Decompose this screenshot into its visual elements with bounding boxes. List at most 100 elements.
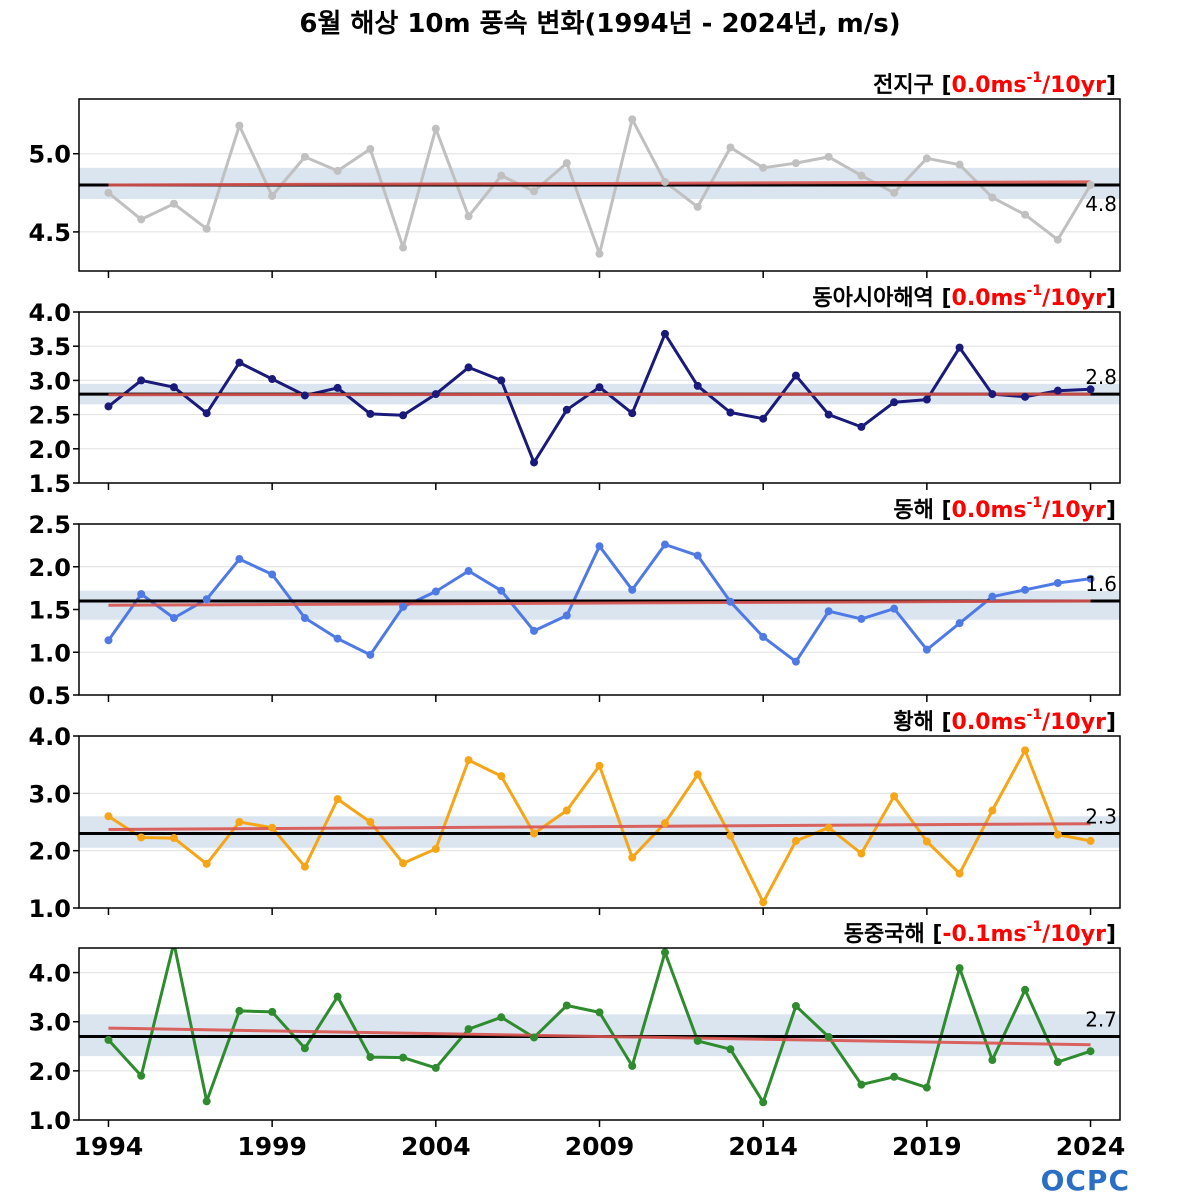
region-name: 전지구 (873, 73, 934, 98)
data-point (890, 1072, 899, 1081)
x-tick-label: 2014 (728, 1132, 798, 1161)
data-point (988, 390, 997, 399)
data-point (202, 224, 211, 233)
data-point (530, 1033, 539, 1042)
trend-exponent: -1 (1027, 919, 1043, 935)
y-tick-label: 1.0 (28, 639, 71, 667)
data-point (988, 193, 997, 202)
trend-value: 0.0ms (952, 498, 1027, 523)
data-point (955, 869, 964, 878)
data-point (268, 191, 277, 200)
data-point (431, 844, 440, 853)
data-point (1086, 385, 1095, 394)
bracket-open: [ (925, 922, 943, 947)
data-point (399, 411, 408, 420)
panel-header: 동중국해 [-0.1ms-1/10yr] (844, 919, 1116, 947)
data-point (1021, 746, 1030, 755)
y-tick-label: 5.0 (28, 141, 71, 169)
trend-value: 0.0ms (952, 73, 1027, 98)
data-point (824, 152, 833, 161)
panel-header: 동아시아해역 [0.0ms-1/10yr] (812, 283, 1116, 311)
data-point (104, 402, 113, 411)
data-point (497, 772, 506, 781)
data-point (104, 636, 113, 645)
data-point (104, 188, 113, 197)
panel-header: 동해 [0.0ms-1/10yr] (893, 495, 1116, 523)
bracket-close: ] (1106, 286, 1116, 311)
data-point (988, 1056, 997, 1065)
data-point (497, 1013, 506, 1022)
data-point (1021, 210, 1030, 219)
y-tick-label: 4.5 (28, 219, 71, 247)
data-point (791, 836, 800, 845)
data-point (660, 948, 669, 957)
y-tick-label: 0.5 (28, 682, 71, 710)
data-point (595, 383, 604, 392)
data-point (628, 115, 637, 124)
data-point (595, 1008, 604, 1017)
data-point (857, 1080, 866, 1089)
x-tick-label: 1999 (237, 1132, 307, 1161)
data-point (726, 831, 735, 840)
data-point (137, 590, 146, 599)
data-point (235, 1006, 244, 1015)
mean-value-label: 2.7 (1085, 1007, 1117, 1031)
data-point (791, 159, 800, 168)
y-tick-label: 4.0 (28, 960, 71, 988)
bracket-close: ] (1106, 73, 1116, 98)
trend-line (108, 599, 1091, 607)
data-point (366, 145, 375, 154)
data-point (660, 177, 669, 186)
data-point (1021, 585, 1030, 594)
panel-4: 1.0 2.0 3.0 4.0 2.7 동중국해 [-0.1ms-1/10yr] (28, 919, 1121, 1135)
data-point (1053, 830, 1062, 839)
bracket-close: ] (1106, 710, 1116, 735)
data-point (235, 555, 244, 564)
data-point (890, 188, 899, 197)
data-point (562, 806, 571, 815)
data-point (1086, 1047, 1095, 1056)
trend-unit: /10yr (1042, 286, 1106, 311)
panel-plot-area (79, 540, 1120, 666)
data-point (366, 409, 375, 418)
bracket-open: [ (934, 73, 952, 98)
data-point (693, 381, 702, 390)
data-point (464, 567, 473, 576)
data-point (1021, 392, 1030, 401)
chart-title: 6월 해상 10m 풍속 변화(1994년 - 2024년, m/s) (299, 9, 900, 39)
data-point (300, 152, 309, 161)
data-point (562, 1001, 571, 1010)
data-point (1053, 386, 1062, 395)
data-point (300, 862, 309, 871)
data-point (300, 391, 309, 400)
data-point (333, 383, 342, 392)
data-point (497, 376, 506, 385)
trend-unit: /10yr (1042, 498, 1106, 523)
trend-exponent: -1 (1027, 707, 1043, 723)
data-point (824, 607, 833, 616)
region-name: 동중국해 (844, 922, 925, 947)
data-point (169, 614, 178, 623)
data-point (693, 770, 702, 779)
data-point (497, 171, 506, 180)
data-point (759, 163, 768, 172)
data-point (268, 375, 277, 384)
data-point (595, 542, 604, 551)
data-point (333, 795, 342, 804)
bracket-open: [ (934, 498, 952, 523)
data-point (1053, 578, 1062, 587)
y-tick-label: 2.0 (28, 838, 71, 866)
data-point (464, 212, 473, 221)
data-point (169, 383, 178, 392)
panel-3: 1.0 2.0 3.0 4.0 2.3 황해 [0.0ms-1/10yr] (28, 707, 1121, 923)
data-point (366, 818, 375, 826)
trend-value: 0.0ms (952, 286, 1027, 311)
y-tick-label: 3.0 (28, 1009, 71, 1037)
data-point (595, 249, 604, 258)
data-point (431, 390, 440, 399)
trend-exponent: -1 (1027, 70, 1043, 86)
x-tick-label: 2024 (1056, 1132, 1126, 1161)
x-tick-label: 1994 (74, 1132, 144, 1161)
mean-value-label: 4.8 (1085, 192, 1117, 216)
